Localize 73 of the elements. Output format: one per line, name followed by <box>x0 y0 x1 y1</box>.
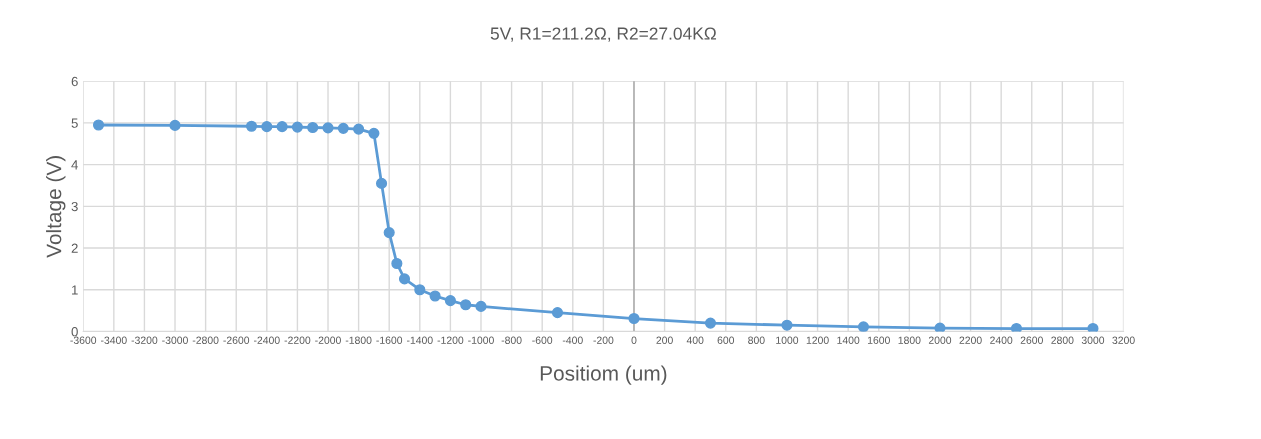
x-tick-label: -1800 <box>345 336 372 344</box>
y-tick-label: 6 <box>71 76 78 87</box>
point <box>704 317 717 329</box>
point <box>368 127 380 139</box>
point <box>475 300 487 312</box>
x-tick-label: -2800 <box>192 336 219 344</box>
x-tick-label: -200 <box>593 336 614 344</box>
point <box>276 121 288 133</box>
x-tick-label: -3200 <box>131 336 158 344</box>
point <box>444 295 456 307</box>
x-tick-label: -2200 <box>284 336 311 344</box>
x-tick-label: 2000 <box>928 336 952 344</box>
x-tick-label: 400 <box>686 336 704 344</box>
x-tick-label: 2600 <box>1020 336 1043 344</box>
x-tick-label: 2400 <box>990 336 1013 344</box>
x-tick-label: -1000 <box>468 336 494 344</box>
point <box>1010 322 1023 332</box>
x-tick-label: 1600 <box>867 336 890 344</box>
point <box>261 121 273 133</box>
point <box>934 322 946 332</box>
x-tick-label: -3400 <box>100 336 127 344</box>
x-tick-label: 800 <box>748 336 765 344</box>
x-tick-label: 200 <box>656 336 673 344</box>
x-tick-label: 1400 <box>837 336 860 344</box>
chart-title: 5V, R1=211.2Ω, R2=27.04KΩ <box>490 27 717 42</box>
point <box>429 290 441 302</box>
point <box>92 119 105 131</box>
x-tick-label: -2600 <box>223 336 250 344</box>
x-tick-label: -1400 <box>406 336 433 344</box>
x-tick-label: -2000 <box>315 336 341 344</box>
x-tick-label: -1600 <box>376 336 403 344</box>
y-tick-label: 5 <box>71 118 78 128</box>
x-tick-label: 2800 <box>1051 336 1074 344</box>
x-tick-label: -1200 <box>437 336 464 344</box>
point <box>337 122 349 134</box>
point <box>414 284 426 296</box>
x-tick-label: -400 <box>562 336 583 344</box>
point <box>628 312 640 325</box>
point <box>551 307 564 319</box>
x-tick-label: 1200 <box>806 336 829 344</box>
x-tick-label: 3000 <box>1081 336 1105 344</box>
x-tick-label: -600 <box>532 336 553 344</box>
x-axis-title: Positiom (um) <box>540 365 667 385</box>
point <box>383 227 395 239</box>
y-tick-label: 3 <box>71 201 78 212</box>
point <box>391 257 403 270</box>
y-tick-label: 0 <box>71 327 78 337</box>
point <box>857 321 870 332</box>
x-tick-label: 1000 <box>776 336 799 344</box>
x-tick-label: -3000 <box>162 336 188 344</box>
point <box>398 273 411 285</box>
point <box>375 177 388 189</box>
point <box>245 120 258 132</box>
point <box>460 299 472 311</box>
point <box>307 121 319 134</box>
y-tick-label: 2 <box>71 243 78 253</box>
y-tick-label: 1 <box>72 285 78 295</box>
point <box>322 122 334 134</box>
x-tick-label: -2400 <box>253 336 280 344</box>
y-axis-title: Voltage (V) <box>46 156 66 258</box>
x-tick-label: -800 <box>501 336 522 344</box>
point <box>169 119 181 131</box>
point <box>781 319 793 331</box>
x-tick-label: 1800 <box>898 336 921 344</box>
x-tick-label: 0 <box>631 336 637 344</box>
point <box>1087 322 1099 332</box>
x-tick-label: 2200 <box>959 336 982 344</box>
x-tick-label: 600 <box>717 336 735 344</box>
point <box>291 121 303 133</box>
y-tick-label: 4 <box>71 160 78 170</box>
x-tick-label: 3200 <box>1112 336 1135 344</box>
point <box>353 123 365 135</box>
x-tick-label: -3600 <box>70 336 97 344</box>
